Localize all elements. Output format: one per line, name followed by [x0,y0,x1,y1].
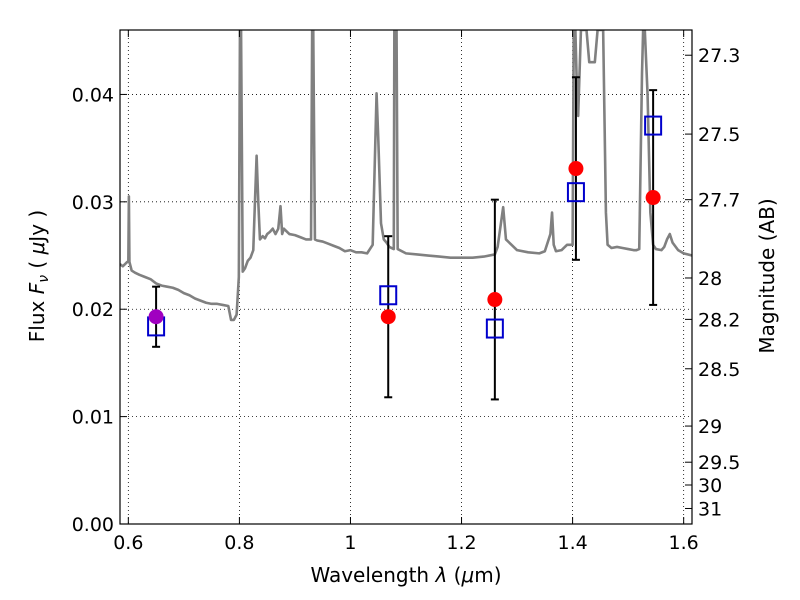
model-band-square [485,318,504,339]
x-tick-label: 1.2 [446,532,476,554]
y2-tick-label: 31 [698,498,722,520]
x-axis: 0.6 0.8 1 1.2 1.4 1.6 [113,30,699,554]
y2-axis-label: Magnitude (AB) [755,198,779,353]
observed-flux-dot [645,190,661,206]
plot-frame [119,29,693,525]
y2-tick-label: 28.2 [698,309,740,331]
model-band-square [566,182,585,203]
observed-flux-dot [380,309,396,325]
x-axis-label: Wavelength λ (μm) [310,563,501,587]
observed-flux-dot [148,309,164,325]
y-axis-label: Flux Fν ( μJy ) [25,210,52,342]
x-tick-label: 0.8 [224,532,254,554]
observed-flux-markers [148,161,661,325]
y-tick-label: 0.04 [72,84,114,106]
x-tick-label: 0.6 [113,532,143,554]
y-tick-label: 0.01 [72,407,114,429]
observed-flux-dot [568,161,584,177]
spectrum-line-group [120,30,692,322]
y2-tick-label: 27.7 [698,190,740,212]
x-tick-label: 1 [344,532,356,554]
y2-tick-label: 29 [698,416,722,438]
grid [120,30,692,525]
y2-tick-label: 30 [698,475,722,497]
model-spectrum-line [120,30,692,322]
y-tick-label: 0.00 [72,514,114,536]
y2-tick-label: 29.5 [698,452,740,474]
model-band-square [644,115,663,136]
y2-tick-label: 28.5 [698,359,740,381]
y2-tick-label: 28 [698,268,722,290]
x-tick-label: 1.6 [669,532,699,554]
y2-tick-label: 27.3 [698,45,740,67]
error-bars [152,76,658,401]
y-tick-label: 0.02 [72,299,114,321]
model-band-square [379,285,398,306]
y2-tick-label: 27.5 [698,124,740,146]
x-tick-label: 1.4 [557,532,587,554]
y-tick-label: 0.03 [72,192,114,214]
observed-flux-dot [487,292,503,308]
y-axis-left: 0.00 0.01 0.02 0.03 0.04 [72,84,127,536]
